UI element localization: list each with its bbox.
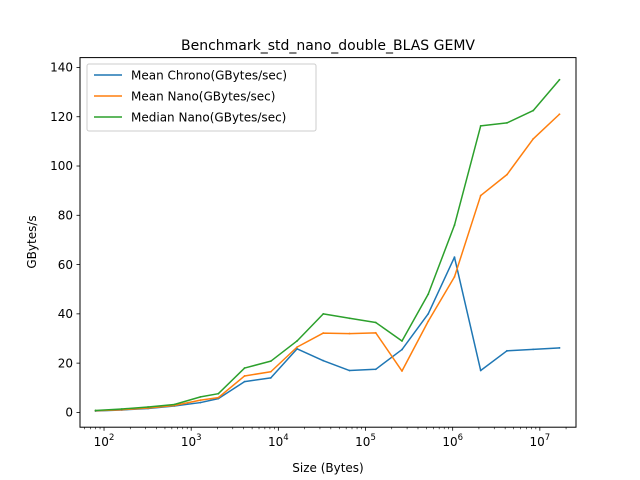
data-point xyxy=(243,367,246,369)
x-tick-label: 107 xyxy=(529,433,550,449)
data-point xyxy=(120,408,123,410)
legend-label: Mean Chrono(GBytes/sec) xyxy=(131,68,287,82)
y-tick-label: 60 xyxy=(58,258,73,272)
data-point xyxy=(348,369,351,372)
y-tick-label: 40 xyxy=(58,307,73,321)
data-point xyxy=(322,359,325,362)
y-tick-label: 20 xyxy=(58,356,73,370)
data-point xyxy=(453,276,456,278)
x-tick-label: 105 xyxy=(355,433,376,449)
data-point xyxy=(199,401,202,404)
data-point xyxy=(427,293,430,296)
data-point xyxy=(401,340,403,342)
data-point xyxy=(217,396,220,399)
x-tick-label: 102 xyxy=(94,433,115,449)
data-point xyxy=(269,370,272,373)
x-axis-label: Size (Bytes) xyxy=(292,461,363,475)
y-tick-label: 120 xyxy=(50,110,73,124)
data-point xyxy=(558,113,561,116)
data-point xyxy=(427,312,430,315)
data-point xyxy=(322,332,325,334)
data-point xyxy=(401,370,403,372)
data-point xyxy=(243,380,246,383)
y-axis-ticks: 0 20 40 60 80 100 120 140 xyxy=(50,61,80,420)
y-tick-label: 80 xyxy=(58,208,73,222)
data-point xyxy=(479,124,482,127)
legend-entries: Mean Chrono(GBytes/sec) Mean Nano(GBytes/… xyxy=(94,68,287,124)
data-point xyxy=(479,369,482,372)
data-point xyxy=(269,377,272,379)
data-point xyxy=(506,122,508,124)
data-point xyxy=(296,340,298,342)
x-tick-label: 103 xyxy=(181,433,202,449)
data-point xyxy=(558,346,561,349)
y-axis-label: GBytes/s xyxy=(25,215,39,268)
data-point xyxy=(199,399,202,401)
chart-title: Benchmark_std_nano_double_BLAS GEMV xyxy=(181,38,475,54)
data-point xyxy=(199,395,202,398)
data-point xyxy=(453,256,456,259)
data-point xyxy=(217,392,220,395)
data-point xyxy=(453,224,456,227)
data-point xyxy=(427,320,430,323)
series-layer xyxy=(94,78,561,412)
data-point xyxy=(296,346,298,349)
data-point xyxy=(558,78,561,81)
data-point xyxy=(348,332,351,335)
plot-frame xyxy=(79,57,577,428)
y-tick-label: 100 xyxy=(50,159,73,173)
data-point xyxy=(374,368,377,371)
data-point xyxy=(374,331,377,334)
data-point xyxy=(374,321,377,324)
y-tick-label: 0 xyxy=(65,406,73,420)
data-point xyxy=(532,109,535,112)
data-point xyxy=(479,194,482,197)
data-point xyxy=(243,375,246,377)
data-point xyxy=(401,348,403,351)
data-point xyxy=(173,403,176,406)
legend-label: Mean Nano(GBytes/sec) xyxy=(131,89,275,103)
y-tick-label: 140 xyxy=(50,61,73,75)
legend: Mean Chrono(GBytes/sec) Mean Nano(GBytes/… xyxy=(86,63,317,132)
data-point xyxy=(532,138,535,140)
x-tick-label: 104 xyxy=(268,433,289,449)
data-point xyxy=(147,406,149,408)
x-axis-ticks: 102 103 104 105 106 107 xyxy=(84,427,567,449)
legend-label: Median Nano(GBytes/sec) xyxy=(131,110,286,124)
data-point xyxy=(506,173,508,176)
data-point xyxy=(322,312,325,315)
x-tick-label: 106 xyxy=(442,433,463,449)
data-point xyxy=(506,349,508,352)
data-point xyxy=(94,409,97,412)
data-point xyxy=(269,360,272,363)
data-point xyxy=(532,348,535,351)
legend-box xyxy=(86,63,317,132)
data-point xyxy=(348,317,351,320)
